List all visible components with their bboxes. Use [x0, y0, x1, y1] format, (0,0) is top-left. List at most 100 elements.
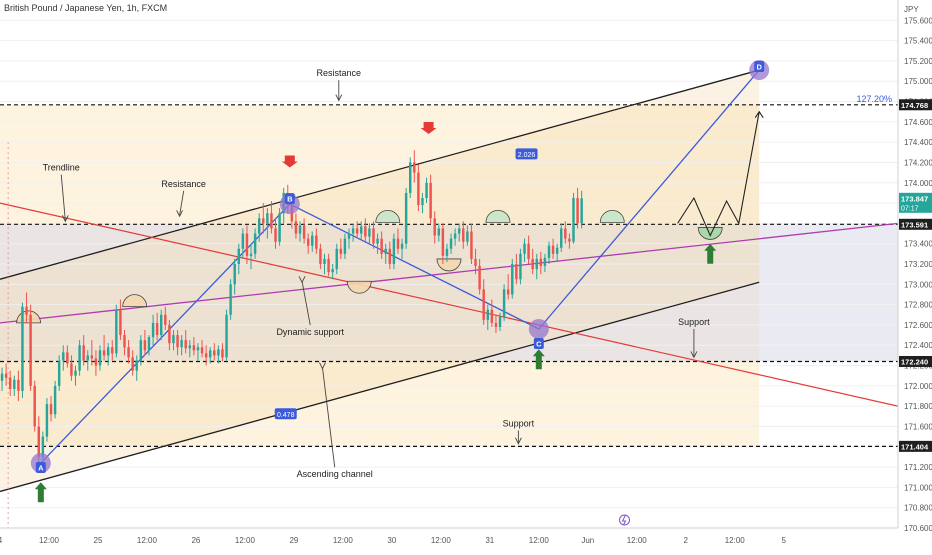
- candle-body: [53, 385, 57, 415]
- candle-body: [262, 218, 265, 224]
- candle-body: [245, 233, 249, 256]
- annotation-pointer-head: [61, 215, 69, 223]
- y-tick-label: 172.000: [904, 382, 932, 391]
- candle-body: [257, 218, 261, 234]
- x-tick-label: 31: [485, 536, 494, 545]
- candle-body: [368, 228, 371, 237]
- candle-body: [511, 264, 514, 295]
- candle-body: [217, 349, 220, 356]
- candle-body: [106, 347, 110, 356]
- channel-badge-label: 2.026: [518, 152, 536, 159]
- green-arrow-up-icon: [34, 482, 47, 503]
- y-tick-label: 172.600: [904, 321, 932, 330]
- candle-body: [200, 347, 204, 354]
- candle-body: [233, 264, 236, 285]
- candle-body: [204, 353, 208, 358]
- candle-body: [551, 245, 555, 254]
- y-tick-label: 175.000: [904, 77, 932, 86]
- candle-body: [372, 228, 375, 244]
- candle-body: [560, 228, 563, 248]
- y-tick-label: 175.200: [904, 57, 932, 66]
- candle-body: [555, 247, 559, 254]
- candle-body: [57, 360, 61, 386]
- y-tick-label: 174.400: [904, 138, 932, 147]
- candle-body: [102, 350, 106, 356]
- candle-body: [572, 198, 575, 242]
- candle-body: [515, 264, 518, 280]
- annotation-pointer-head: [514, 437, 522, 445]
- candle-body: [531, 258, 534, 270]
- pivot-label: C: [536, 339, 542, 348]
- annotation-pointer-head: [335, 94, 343, 102]
- candle-body: [441, 228, 445, 256]
- candle-body: [404, 192, 408, 244]
- green-arrow-up-icon: [532, 349, 545, 370]
- pivot-badge: [754, 61, 765, 73]
- support-arc: [697, 227, 723, 240]
- candle-body: [176, 335, 179, 348]
- candle-body: [339, 248, 343, 254]
- candle-body: [143, 340, 147, 351]
- y-tick-label: 173.000: [904, 280, 932, 289]
- time-axis[interactable]: [0, 528, 898, 550]
- candle-body: [208, 350, 212, 358]
- x-tick-label: Jun: [581, 536, 594, 545]
- candle-body: [453, 233, 457, 239]
- candle-body: [392, 238, 396, 264]
- candle-body: [86, 355, 89, 361]
- candle-body: [45, 404, 49, 437]
- y-tick-label: 175.400: [904, 37, 932, 46]
- dynamic-support-line: [0, 222, 899, 324]
- x-tick-label: 12:00: [725, 536, 746, 545]
- candle-body: [192, 345, 196, 351]
- candle-body: [168, 324, 171, 344]
- candle-body: [360, 226, 363, 234]
- annotation-pointer: [60, 174, 66, 221]
- event-icon[interactable]: [619, 514, 631, 526]
- candle-body: [539, 258, 543, 267]
- candle-body: [184, 340, 187, 349]
- candle-body: [347, 233, 351, 239]
- pivot-label: A: [38, 464, 44, 473]
- candle-body: [319, 248, 322, 264]
- candle-body: [119, 309, 122, 336]
- candle-body: [384, 248, 387, 254]
- x-tick-label: 12:00: [39, 536, 60, 545]
- candle-body: [311, 235, 314, 246]
- y-tick-label: 170.600: [904, 524, 932, 533]
- candle-body: [25, 306, 28, 315]
- candle-body: [343, 238, 347, 254]
- candle-body: [70, 363, 73, 376]
- candle-body: [115, 309, 118, 354]
- annotation-pointer-head: [690, 351, 698, 359]
- x-tick-label: 12:00: [137, 536, 158, 545]
- candle-body: [425, 182, 428, 198]
- candle-body: [478, 266, 481, 290]
- annotation-label: Dynamic support: [276, 327, 344, 337]
- price-label-text: 173.591: [901, 220, 928, 229]
- fib-level-label: 127.20%: [856, 94, 892, 104]
- candle-body: [98, 350, 102, 366]
- candle-body: [196, 347, 200, 351]
- y-tick-label: 171.600: [904, 422, 932, 431]
- candle-body: [445, 248, 449, 256]
- price-label-tag: [899, 355, 932, 367]
- resistance-arc: [122, 294, 148, 308]
- candle-body: [474, 258, 477, 267]
- price-label-text: 174.768: [901, 101, 928, 110]
- candle-body: [266, 213, 269, 224]
- price-label-tag: [899, 440, 932, 452]
- price-axis[interactable]: [898, 0, 932, 550]
- annotation-label: Resistance: [161, 179, 206, 189]
- annotation-label: Support: [503, 418, 535, 428]
- candle-body: [449, 238, 453, 249]
- candle-body: [13, 379, 16, 389]
- candle-body: [225, 314, 228, 358]
- x-tick-label: 12:00: [235, 536, 256, 545]
- candle-body: [466, 231, 469, 242]
- y-tick-label: 175.600: [904, 16, 932, 25]
- pivot-label: B: [287, 195, 293, 204]
- candle-body: [400, 243, 404, 249]
- y-tick-label: 171.000: [904, 483, 932, 492]
